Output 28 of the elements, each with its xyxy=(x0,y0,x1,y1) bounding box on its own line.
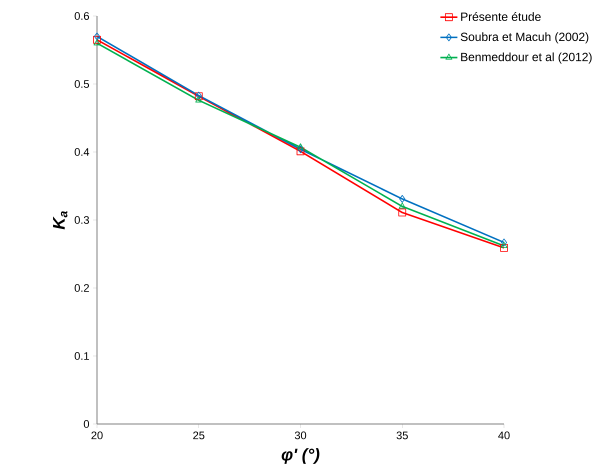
y-tick-label: 0 xyxy=(84,420,90,428)
y-tick-label: 0.2 xyxy=(74,284,89,292)
point xyxy=(94,39,100,46)
legend-label: Soubra et Macuh (2002) xyxy=(460,32,588,44)
y-tick-label: 0.6 xyxy=(74,12,89,20)
y-tick-label: 0.4 xyxy=(74,148,90,156)
x-axis-title: φ' (°) xyxy=(282,448,320,464)
y-axis-title: K$_{a}$ xyxy=(53,211,68,230)
x-tick-label: 30 xyxy=(294,432,306,440)
y-tick-label: 0.3 xyxy=(74,216,89,224)
x-tick-label: 40 xyxy=(498,432,510,440)
point xyxy=(399,195,406,203)
legend-label: Benmeddour et al (2012) xyxy=(461,52,592,64)
point xyxy=(297,143,304,150)
point xyxy=(500,244,508,252)
legend-label: Présente étude xyxy=(461,12,541,21)
x-tick-label: 25 xyxy=(193,432,204,440)
x-tick-label: 20 xyxy=(91,432,103,440)
point xyxy=(93,36,101,44)
x-tick-label: 35 xyxy=(396,432,408,440)
y-tick-label: 0.1 xyxy=(74,352,89,360)
point xyxy=(398,202,406,209)
point xyxy=(94,32,100,40)
y-tick-label: 0.5 xyxy=(74,80,90,88)
point xyxy=(500,238,508,246)
point xyxy=(195,96,202,102)
point xyxy=(398,208,406,216)
point xyxy=(500,242,508,248)
